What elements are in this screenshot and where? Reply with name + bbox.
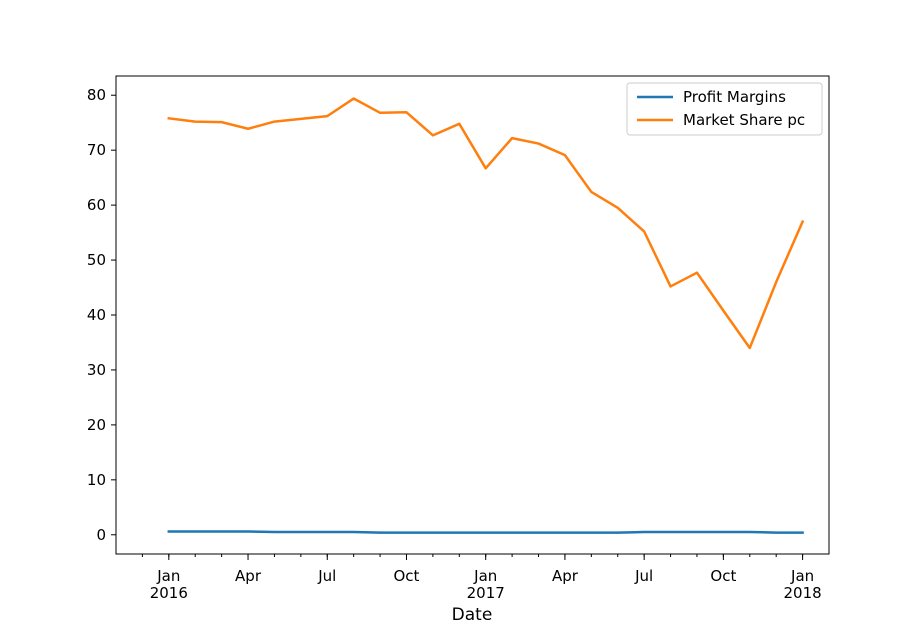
x-tick-label: Oct	[394, 567, 420, 585]
legend-entry-label: Profit Margins	[683, 88, 786, 106]
x-tick-label: Apr	[552, 567, 579, 585]
y-tick-label: 20	[87, 416, 106, 434]
x-tick-label: Jan	[473, 567, 497, 585]
legend-box	[626, 82, 823, 136]
y-tick-label: 40	[87, 306, 106, 324]
series-layer	[167, 97, 805, 534]
legend-entry-label: Market Share pc	[683, 111, 805, 129]
y-tick-label: 0	[96, 526, 106, 544]
x-tick-label: Jul	[317, 567, 336, 585]
x-tick-label: Jan	[156, 567, 180, 585]
plot-area	[116, 76, 829, 554]
y-tick-label: 50	[87, 251, 106, 269]
y-tick-label: 80	[87, 86, 106, 104]
series-line-profit-margins	[167, 530, 804, 534]
plot-frame	[115, 75, 830, 555]
x-tick-label: Apr	[235, 567, 262, 585]
x-tick-year-label: 2016	[150, 584, 188, 602]
y-tick-label: 30	[87, 361, 106, 379]
x-tick-year-label: 2018	[783, 584, 821, 602]
x-tick-label: Jul	[634, 567, 653, 585]
x-tick-label: Oct	[710, 567, 736, 585]
x-axis-label: Date	[452, 605, 493, 625]
legend: Profit Margins Market Share pc	[626, 82, 823, 136]
y-tick-label: 60	[87, 196, 106, 214]
x-tick-year-label: 2017	[467, 584, 505, 602]
y-tick-label: 10	[87, 471, 106, 489]
x-tick-label: Jan	[790, 567, 814, 585]
y-tick-label: 70	[87, 141, 106, 159]
series-line-market-share-pc	[167, 97, 805, 350]
